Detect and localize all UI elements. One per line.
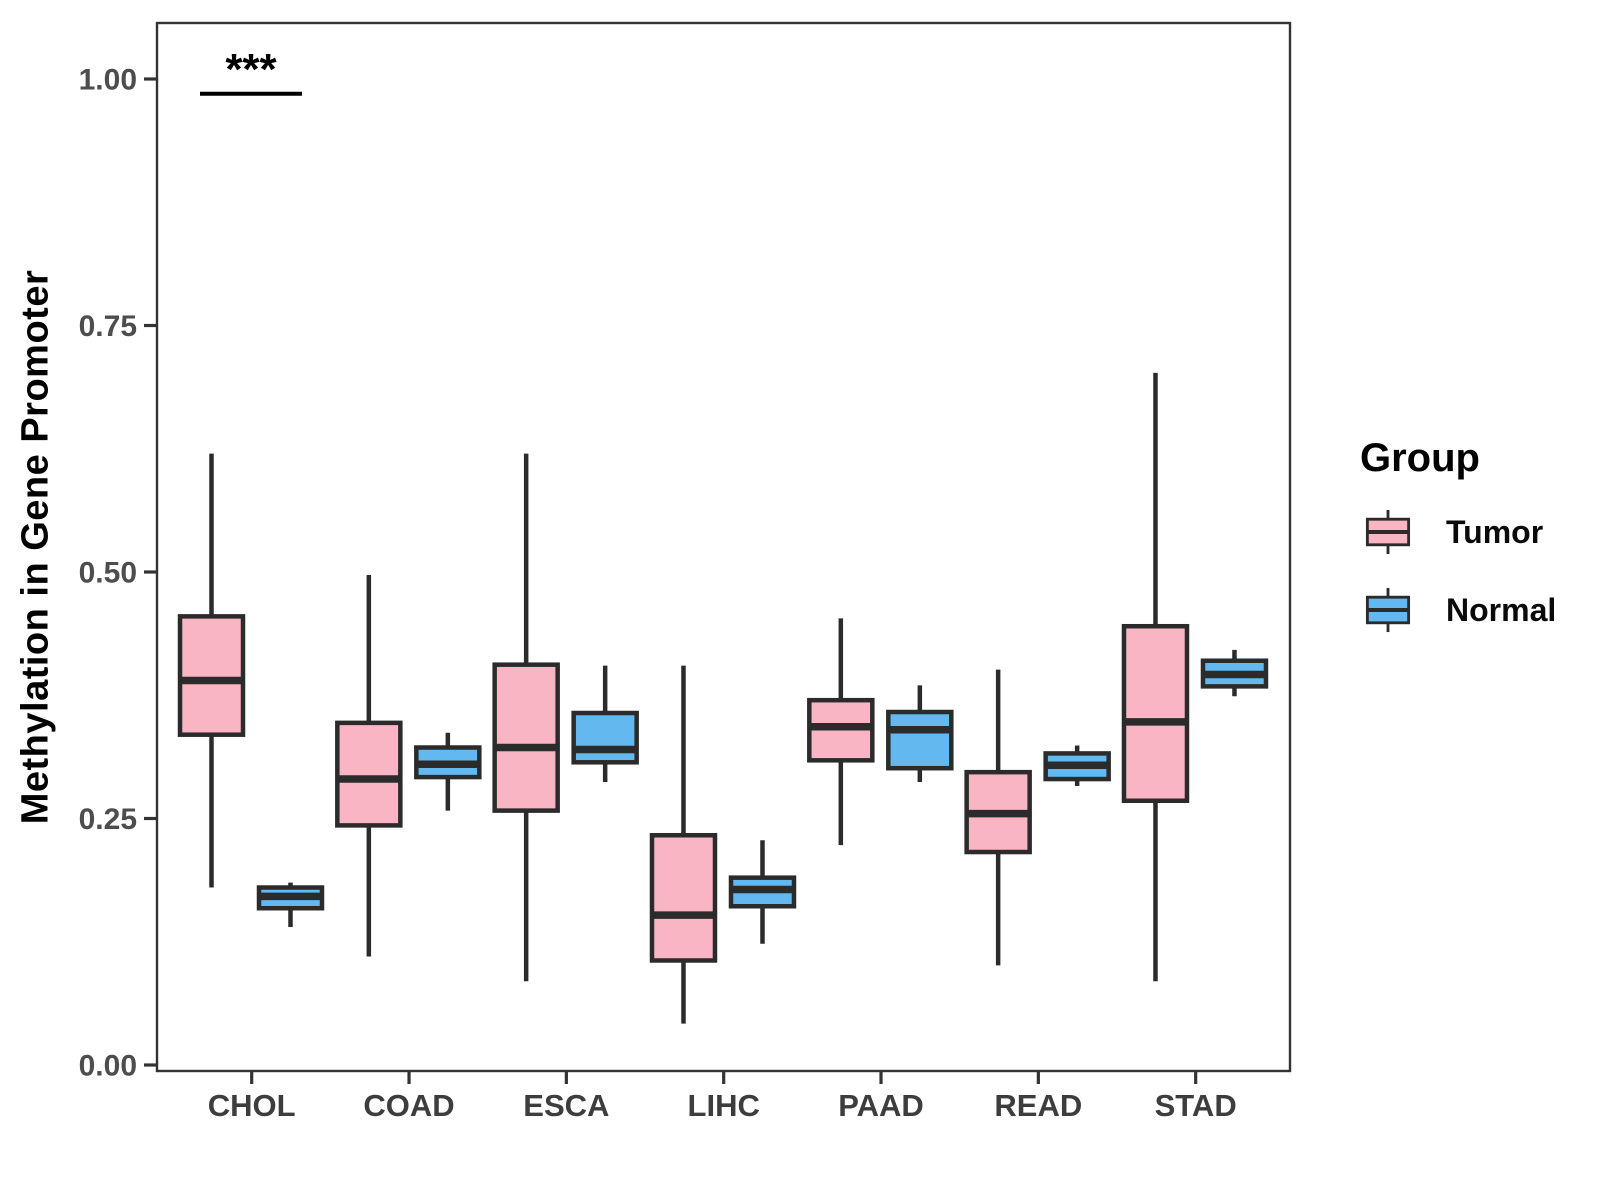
significance-stars: *** [225,45,277,94]
x-tick-label-paad: PAAD [838,1088,924,1123]
y-tick-label: 0.00 [79,1050,137,1083]
legend: Group Tumor Normal [1356,436,1586,653]
x-tick-label-lihc: LIHC [688,1088,760,1123]
y-tick-label: 1.00 [79,64,137,97]
tumor-boxplot-key-icon [1365,509,1411,555]
box-lihc-tumor [649,833,718,963]
legend-entry-normal: Normal [1356,575,1586,645]
legend-title: Group [1360,436,1480,480]
normal-boxplot-key-icon [1365,587,1411,633]
x-tick-label-chol: CHOL [208,1088,296,1123]
x-tick-label-stad: STAD [1155,1088,1237,1123]
y-tick-label: 0.25 [79,803,137,836]
legend-label-normal: Normal [1446,591,1557,628]
y-tick-label: 0.75 [79,310,137,343]
x-tick-label-read: READ [994,1088,1082,1123]
box-paad-normal [886,709,954,771]
box-esca-tumor [492,662,560,813]
box-chol-tumor [177,614,246,737]
x-tick-label-esca: ESCA [523,1088,609,1123]
legend-entry-tumor: Tumor [1356,497,1586,567]
x-tick-label-coad: COAD [363,1088,454,1123]
panel-border [155,21,1292,1073]
box-esca-normal [571,710,639,765]
y-tick-label: 0.50 [79,557,137,590]
legend-label-tumor: Tumor [1446,513,1544,550]
box-stad-tumor [1121,623,1190,804]
box-coad-tumor [335,720,403,828]
